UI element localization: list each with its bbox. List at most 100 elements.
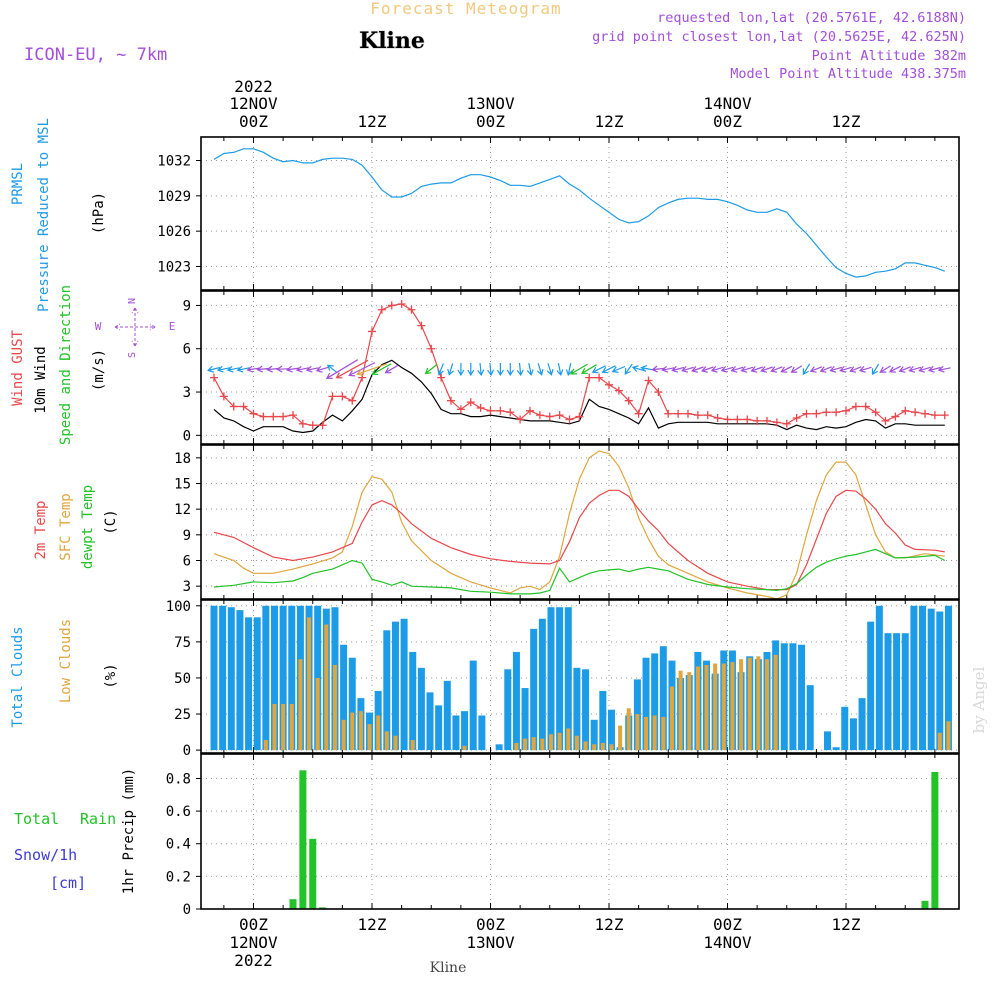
low-cloud-bar [721,663,726,751]
gust-point [486,406,495,415]
low-cloud-bar [332,664,337,751]
panel-frame [200,290,960,445]
low-cloud-bar [669,686,674,751]
gust-point [605,380,613,389]
compass-s: S [127,352,138,358]
wind-direction-arrow-icon [536,363,544,376]
total-cloud-bar [521,688,529,751]
total-cloud-bar [901,633,909,751]
total-clouds-label: Total Clouds [10,626,26,727]
y-tick-label: 0.6 [166,804,191,820]
wind-direction-arrow-icon [740,365,754,373]
gust-point [832,408,841,417]
gust-point [269,412,278,421]
panel-frame [200,136,960,291]
total-cloud-bar [417,667,425,751]
total-cloud-bar [426,692,434,751]
y-tick-label: 1029 [157,189,191,205]
wind-direction-arrow-icon [839,365,852,373]
gust-point [595,373,604,382]
y-tick-label: 15 [174,477,191,493]
time-label-hour: 12Z [358,915,387,934]
wind-direction-arrow-icon [780,365,793,373]
compass-n: N [127,298,138,304]
low-cloud-bar [946,721,951,751]
wind-direction-arrow-icon [236,365,250,373]
gust-point [328,392,337,401]
wind-gust-label: Wind GUST [10,330,26,406]
gust-point [901,406,910,415]
y-tick-label: 1032 [157,154,191,170]
y-tick-label: 0.8 [166,771,191,787]
wind-direction-arrow-icon [898,366,912,373]
gust-point [634,409,643,418]
wind-direction-arrow-icon [546,363,554,376]
sfc-temp-label: SFC Temp [58,493,74,560]
low-cloud-bar [574,735,579,751]
compass-cross-icon [114,307,156,347]
low-cloud-bar [739,659,744,751]
temp-2m-label: 2m Temp [33,500,49,559]
wind-compass: N W E S [95,298,176,358]
y-tick-label: 9 [183,528,191,544]
total-cloud-bar [512,651,520,751]
credit-watermark: by Angel [970,666,988,733]
wind-direction-arrow-icon [691,366,704,373]
gust-point [851,402,860,411]
total-cloud-bar [469,660,477,751]
total-cloud-bar [651,653,659,751]
wind-direction-arrow-icon [226,365,240,373]
gust-point [565,415,574,424]
low-cloud-bar [678,670,683,751]
low-cloud-bar [566,728,571,751]
wind-unit-label: (m/s) [91,349,107,391]
low-cloud-bar [272,703,277,751]
wind-direction-arrow-icon [207,365,220,373]
total-cloud-bar [461,711,469,751]
clouds-unit-label: (%) [103,663,119,688]
gust-point [624,396,633,405]
wind-direction-arrow-icon [601,365,616,374]
wind-direction-arrow-icon [335,359,369,379]
gust-point [842,406,850,415]
wind-direction-arrow-icon [447,363,455,376]
gust-point [891,412,900,421]
gust-point [753,416,762,425]
total-cloud-bar [383,630,391,751]
wind-direction-arrow-icon [871,363,880,376]
low-cloud-bar [644,716,649,751]
gust-point [210,373,218,382]
time-label-date: 12NOV [229,933,278,952]
wind-direction-arrow-icon [305,365,319,373]
low-cloud-bar [713,663,718,751]
wind-direction-arrow-icon [285,365,299,373]
wind-direction-arrow-icon [591,365,606,374]
prmsl-label: PRMSL [10,163,26,205]
gust-point [703,411,712,420]
compass-e: E [169,320,176,333]
low-cloud-bar [393,735,398,751]
wind-direction-arrow-icon [661,365,675,373]
total-cloud-bar [314,605,322,751]
low-cloud-bar [289,703,294,751]
pressure-unit-label: (hPa) [91,192,107,234]
gust-point [417,321,426,330]
gust-point [940,411,949,420]
wind-direction-arrow-icon [506,363,514,377]
time-label-date: 13NOV [466,94,515,113]
total-cloud-bar [642,657,650,751]
wind-direction-arrow-icon [384,364,399,374]
gust-point [743,415,752,424]
total-cloud-bar [659,646,667,751]
total-cloud-bar [573,667,581,751]
wind-direction-arrow-icon [216,365,230,373]
total-cloud-bar [262,605,270,751]
total-cloud-bar [858,698,866,751]
time-label-hour: 00Z [476,112,505,131]
wind-direction-arrow-icon [809,366,823,373]
total-cloud-bar [478,715,486,751]
total-cloud-bar [944,605,952,751]
y-tick-label: 0 [183,902,191,918]
panel-clouds: 0 25 50 75 100 [166,599,959,759]
gust-point [368,327,376,336]
